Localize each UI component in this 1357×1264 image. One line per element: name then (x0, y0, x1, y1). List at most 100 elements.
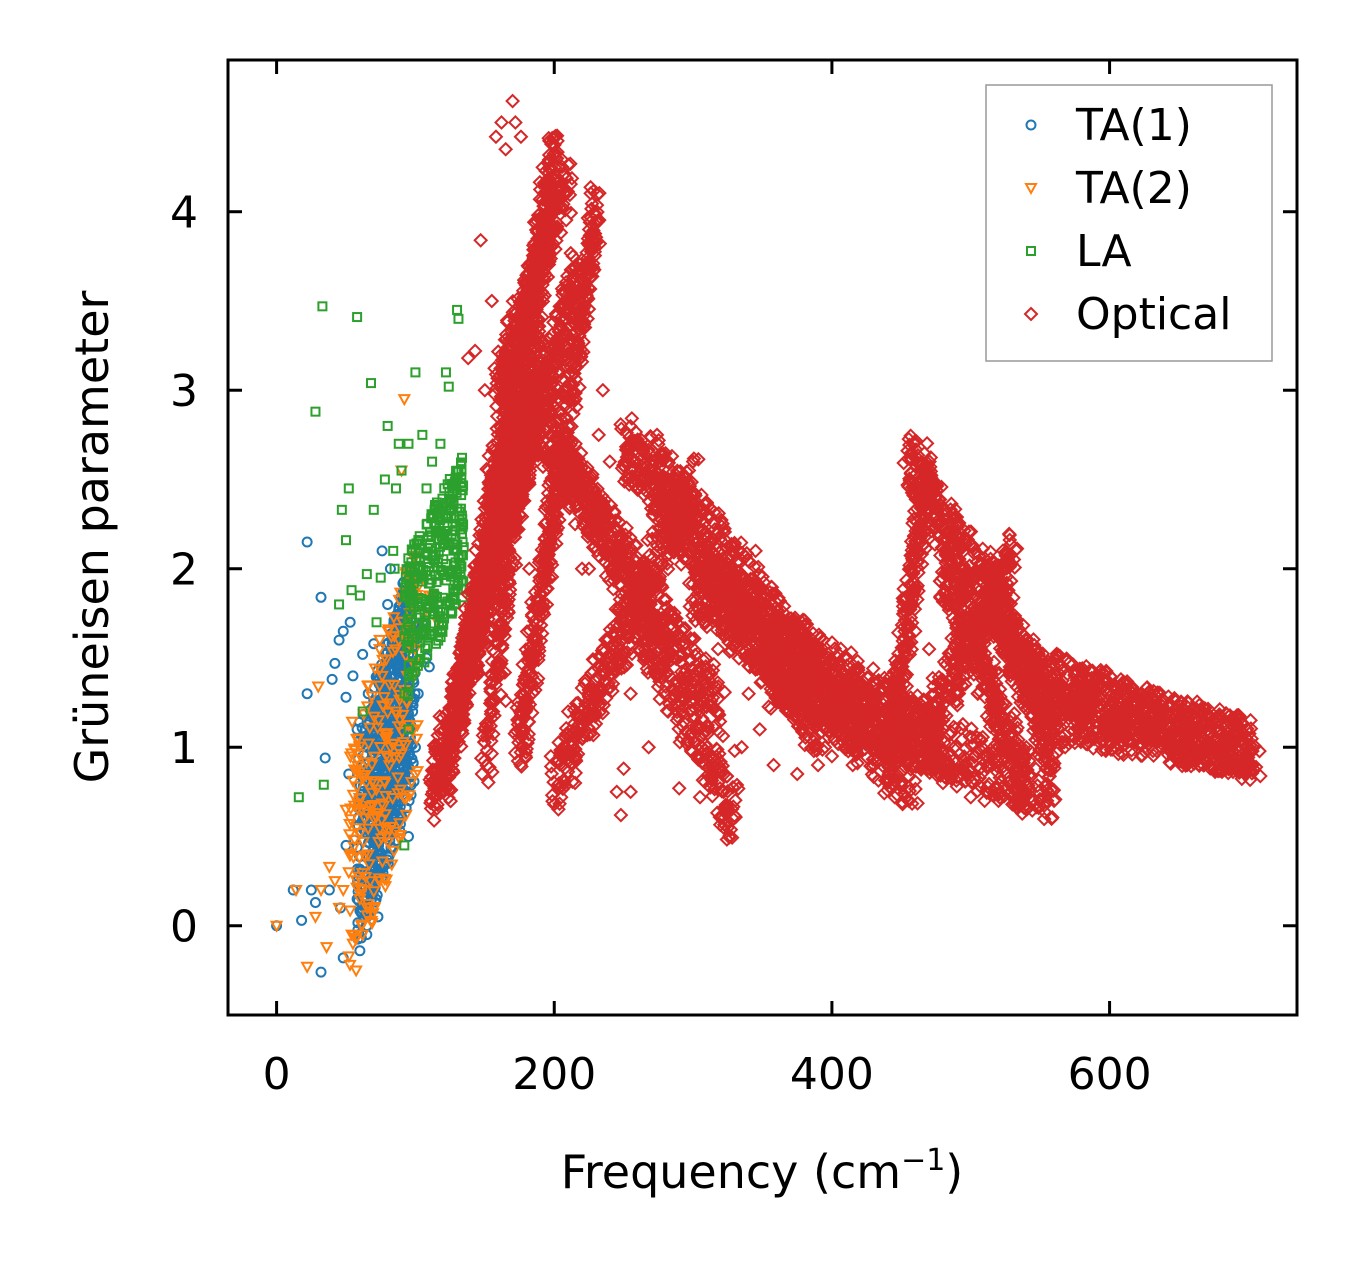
data-point-la (382, 420, 393, 431)
data-point-la (393, 438, 404, 449)
data-point-ta-2- (399, 809, 413, 822)
data-point-ta-2- (370, 722, 385, 735)
data-point-la (414, 655, 425, 666)
data-point-ta-1- (337, 625, 349, 637)
data-point-la (404, 643, 415, 654)
data-point-la (423, 578, 434, 589)
data-point-ta-2- (372, 680, 387, 693)
data-point-ta-2- (350, 754, 364, 767)
data-point-ta-2- (322, 861, 337, 874)
data-point-ta-2- (379, 750, 394, 763)
data-point-la (412, 660, 423, 671)
data-point-ta-2- (353, 893, 367, 907)
data-point-ta-2- (360, 910, 374, 923)
data-point-optical (557, 311, 572, 327)
data-point-ta-2- (362, 903, 377, 916)
data-point-ta-2- (349, 965, 363, 978)
data-point-la (435, 438, 446, 449)
data-point-la (403, 689, 414, 700)
data-point-la (361, 569, 372, 580)
series-optical (422, 93, 1268, 847)
data-point-optical (546, 369, 562, 385)
data-point-ta-2- (396, 709, 410, 722)
data-point-la (293, 792, 304, 803)
data-point-la (401, 578, 412, 589)
data-point-la (435, 632, 446, 643)
data-point-la (341, 535, 352, 546)
data-point-optical (550, 340, 566, 356)
data-point-la (403, 671, 414, 682)
data-point-la (336, 504, 347, 515)
data-point-ta-1- (344, 616, 356, 628)
data-point-la (400, 625, 411, 636)
data-point-optical (563, 245, 579, 261)
data-point-la (438, 539, 449, 550)
data-point-ta-2- (336, 885, 350, 898)
data-point-la (413, 592, 424, 603)
data-point-la (354, 590, 365, 601)
data-point-ta-2- (379, 874, 394, 887)
data-point-ta-2- (375, 856, 390, 869)
data-point-la (352, 312, 363, 323)
data-point-la (401, 564, 412, 575)
data-point-ta-1- (296, 914, 308, 926)
data-point-la (446, 512, 457, 523)
data-point-ta-2- (350, 734, 364, 747)
data-point-ta-2- (368, 663, 382, 676)
data-point-ta-2- (311, 681, 325, 694)
data-point-ta-1- (301, 536, 313, 548)
data-point-la (456, 465, 467, 476)
data-point-ta-2- (347, 834, 362, 847)
data-point-ta-2- (396, 737, 411, 750)
data-point-ta-2- (379, 831, 394, 844)
data-point-ta-2- (346, 938, 360, 951)
data-point-ta-2- (365, 759, 379, 772)
data-point-ta-2- (332, 902, 346, 915)
data-point-ta-2- (361, 680, 376, 693)
data-point-ta-2- (300, 961, 314, 974)
data-point-la (455, 503, 466, 514)
data-point-ta-2- (389, 706, 403, 719)
data-point-la (447, 518, 458, 529)
data-point-ta-2- (356, 770, 370, 783)
data-point-la (456, 517, 467, 528)
data-point-ta-2- (366, 799, 380, 813)
data-point-la (449, 599, 460, 610)
data-point-ta-2- (375, 798, 389, 811)
data-point-optical (541, 354, 557, 369)
data-point-la (448, 539, 459, 550)
plot-marks (269, 93, 1268, 978)
data-point-la (390, 483, 401, 494)
data-point-la (421, 483, 432, 494)
data-point-ta-2- (372, 837, 386, 850)
data-point-ta-2- (383, 742, 398, 755)
data-point-la (396, 465, 407, 476)
data-point-ta-2- (365, 918, 379, 931)
data-point-ta-2- (346, 775, 360, 788)
data-point-ta-1- (333, 634, 345, 646)
data-point-la (437, 626, 448, 637)
data-point-ta-2- (367, 886, 381, 899)
data-point-ta-1- (319, 752, 331, 764)
data-point-ta-2- (369, 784, 384, 797)
data-point-la (450, 585, 461, 596)
data-point-la (317, 301, 328, 312)
data-point-la (434, 507, 445, 518)
data-point-ta-2- (363, 722, 377, 735)
data-point-ta-2- (373, 741, 388, 755)
data-point-ta-1- (375, 849, 387, 861)
data-point-ta-2- (356, 836, 371, 849)
data-point-ta-2- (367, 751, 382, 764)
data-point-ta-2- (361, 849, 375, 862)
data-point-ta-2- (342, 867, 356, 880)
data-point-optical (561, 292, 577, 308)
data-point-la (343, 483, 354, 494)
data-point-optical (715, 728, 731, 744)
data-point-ta-1- (315, 591, 327, 603)
data-point-la (450, 525, 461, 536)
data-point-ta-2- (343, 905, 357, 918)
data-point-ta-2- (349, 875, 363, 888)
data-point-la (452, 304, 463, 315)
data-point-optical (554, 281, 570, 297)
data-point-ta-2- (378, 809, 393, 822)
